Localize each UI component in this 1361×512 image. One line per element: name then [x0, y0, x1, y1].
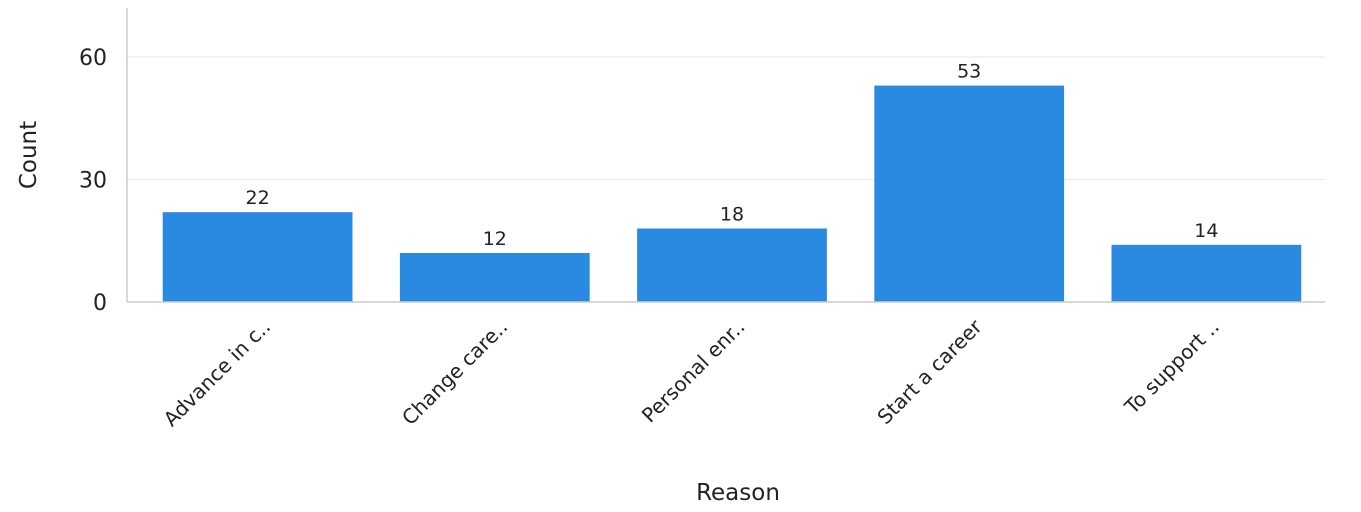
x-tick-label: Start a career	[872, 314, 987, 429]
bar	[1111, 244, 1302, 302]
gridlines	[127, 56, 1325, 180]
x-tick-label: To support ..	[1119, 315, 1224, 420]
y-tick-label: 30	[79, 169, 107, 194]
axes	[126, 8, 1325, 303]
bar	[637, 228, 827, 302]
x-tick-label: Change care..	[397, 315, 512, 430]
data-label: 53	[957, 61, 981, 83]
x-tick-label: Advance in c..	[159, 315, 276, 432]
data-label: 14	[1194, 220, 1218, 242]
y-axis-title: Count	[16, 121, 42, 189]
y-tick-label: 0	[93, 291, 107, 316]
x-tick-label: Personal enr..	[637, 315, 750, 428]
x-tick-labels: Advance in c.. Change care.. Personal enr.…	[159, 314, 1224, 431]
bar	[874, 85, 1065, 302]
bars	[162, 85, 1302, 302]
data-labels: 22 12 18 53 14	[246, 61, 1219, 250]
y-tick-label: 60	[79, 46, 107, 71]
bar	[162, 212, 353, 302]
bar	[399, 253, 590, 302]
y-tick-labels: 0 30 60	[79, 46, 107, 316]
data-label: 12	[483, 228, 507, 250]
data-label: 22	[246, 187, 270, 209]
data-label: 18	[720, 204, 744, 226]
x-axis-title: Reason	[696, 480, 780, 506]
